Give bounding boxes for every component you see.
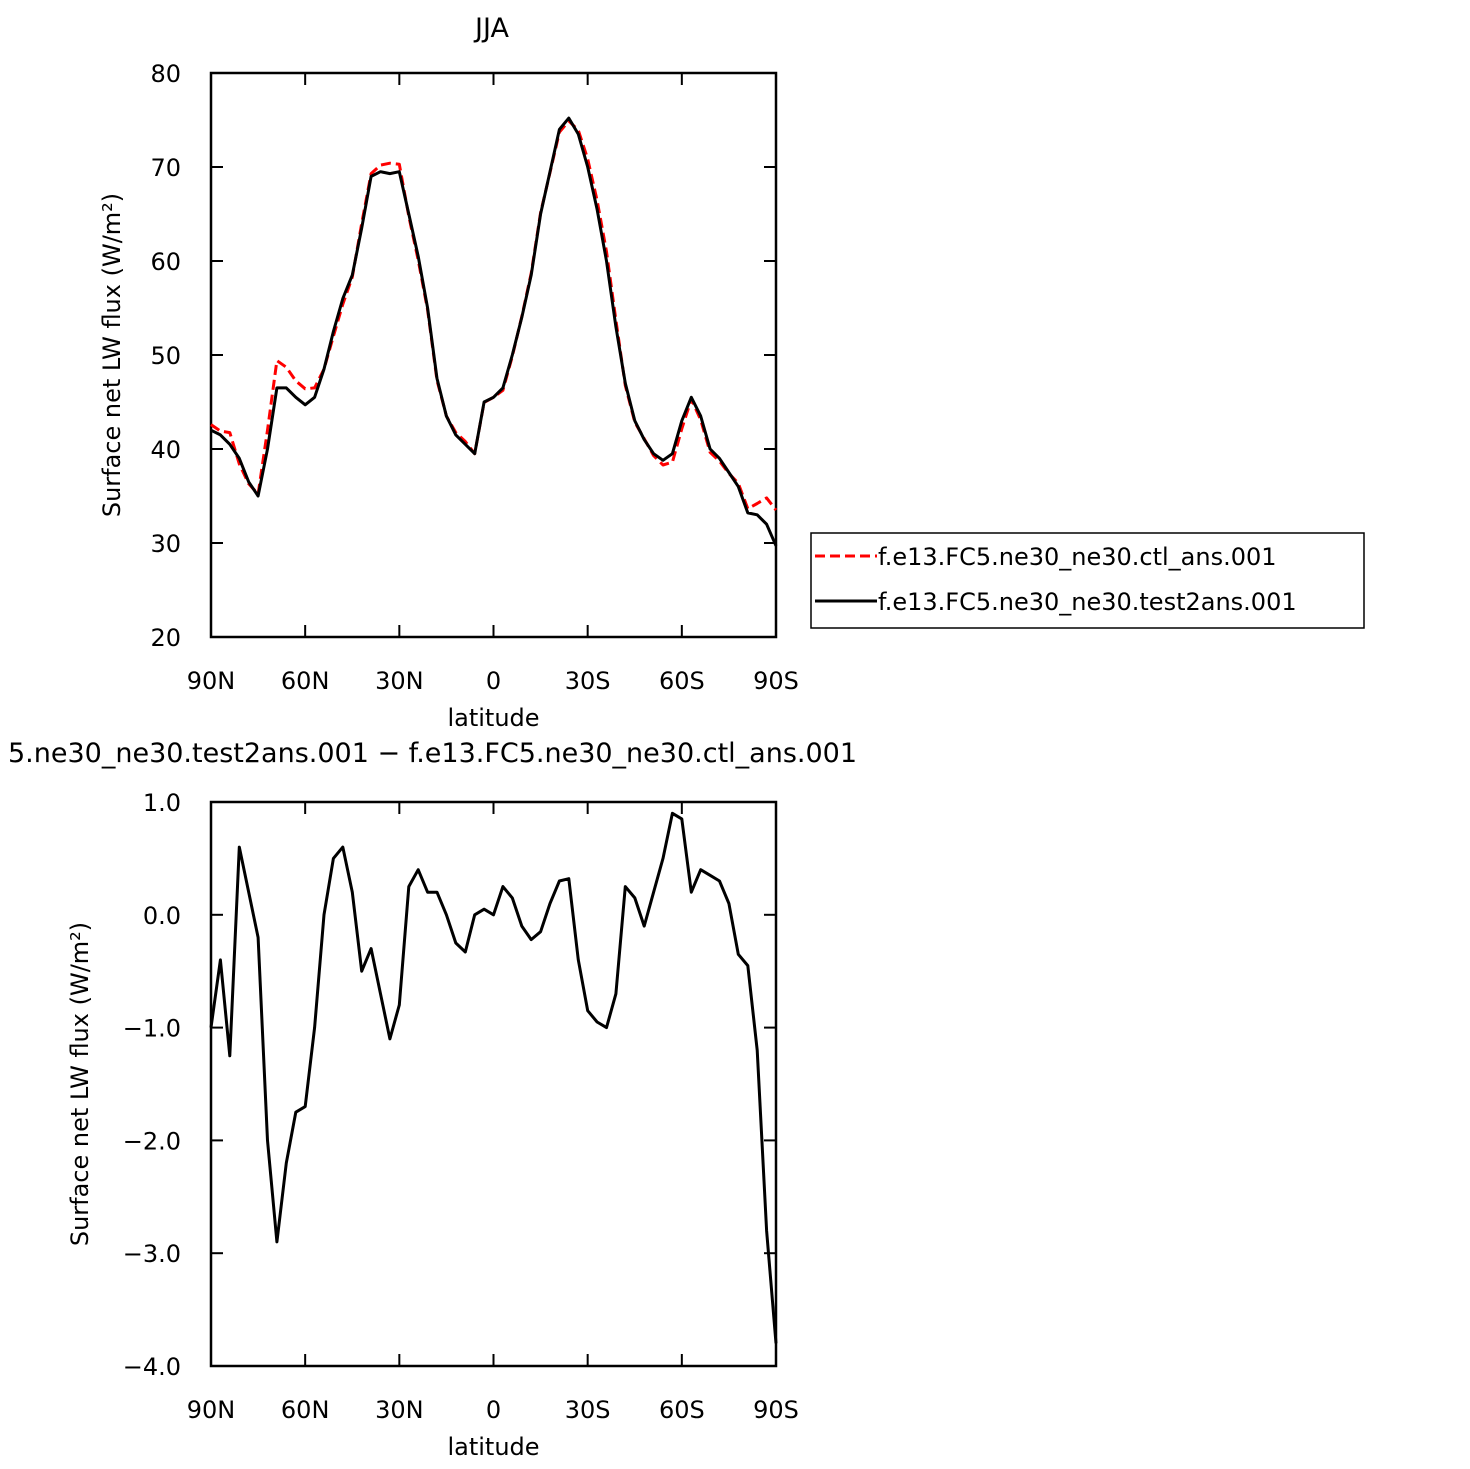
x-tick-label: 0 xyxy=(486,667,501,695)
x-tick-label: 90S xyxy=(753,1396,799,1424)
x-tick-label: 30N xyxy=(375,1396,424,1424)
y-tick-label: −3.0 xyxy=(123,1240,181,1268)
y-axis-label: Surface net LW flux (W/m²) xyxy=(66,922,94,1246)
x-tick-label: 90N xyxy=(187,1396,236,1424)
legend-label: f.e13.FC5.ne30_ne30.test2ans.001 xyxy=(878,588,1297,616)
y-tick-label: 70 xyxy=(150,154,181,182)
legend-box xyxy=(810,532,1365,629)
x-tick-label: 60N xyxy=(281,1396,330,1424)
x-tick-label: 60N xyxy=(281,667,330,695)
x-tick-label: 60S xyxy=(659,1396,705,1424)
y-tick-label: −1.0 xyxy=(123,1015,181,1043)
data-line xyxy=(210,116,778,547)
y-tick-label: 20 xyxy=(150,624,181,652)
x-tick-label: 30S xyxy=(565,1396,611,1424)
data-line xyxy=(210,119,778,512)
chart-title: 5.ne30_ne30.test2ans.001 − f.e13.FC5.ne3… xyxy=(8,738,857,769)
y-tick-label: 80 xyxy=(150,60,181,88)
chart-title: JJA xyxy=(473,13,509,44)
x-tick-label: 60S xyxy=(659,667,705,695)
y-tick-label: 40 xyxy=(150,436,181,464)
y-tick-label: −2.0 xyxy=(123,1127,181,1155)
x-tick-label: 30S xyxy=(565,667,611,695)
y-tick-label: 60 xyxy=(150,248,181,276)
x-tick-label: 30N xyxy=(375,667,424,695)
x-tick-label: 0 xyxy=(486,1396,501,1424)
y-tick-label: 0.0 xyxy=(143,902,181,930)
data-line xyxy=(209,811,778,1344)
y-tick-label: −4.0 xyxy=(123,1353,181,1381)
legend-label: f.e13.FC5.ne30_ne30.ctl_ans.001 xyxy=(878,543,1277,571)
y-tick-label: 50 xyxy=(150,342,181,370)
plot-frame xyxy=(209,71,778,639)
y-axis-label: Surface net LW flux (W/m²) xyxy=(98,193,126,517)
y-tick-label: 1.0 xyxy=(143,789,181,817)
x-axis-label: latitude xyxy=(447,704,539,732)
x-tick-label: 90S xyxy=(753,667,799,695)
x-axis-label: latitude xyxy=(447,1433,539,1461)
x-tick-label: 90N xyxy=(187,667,236,695)
y-tick-label: 30 xyxy=(150,530,181,558)
